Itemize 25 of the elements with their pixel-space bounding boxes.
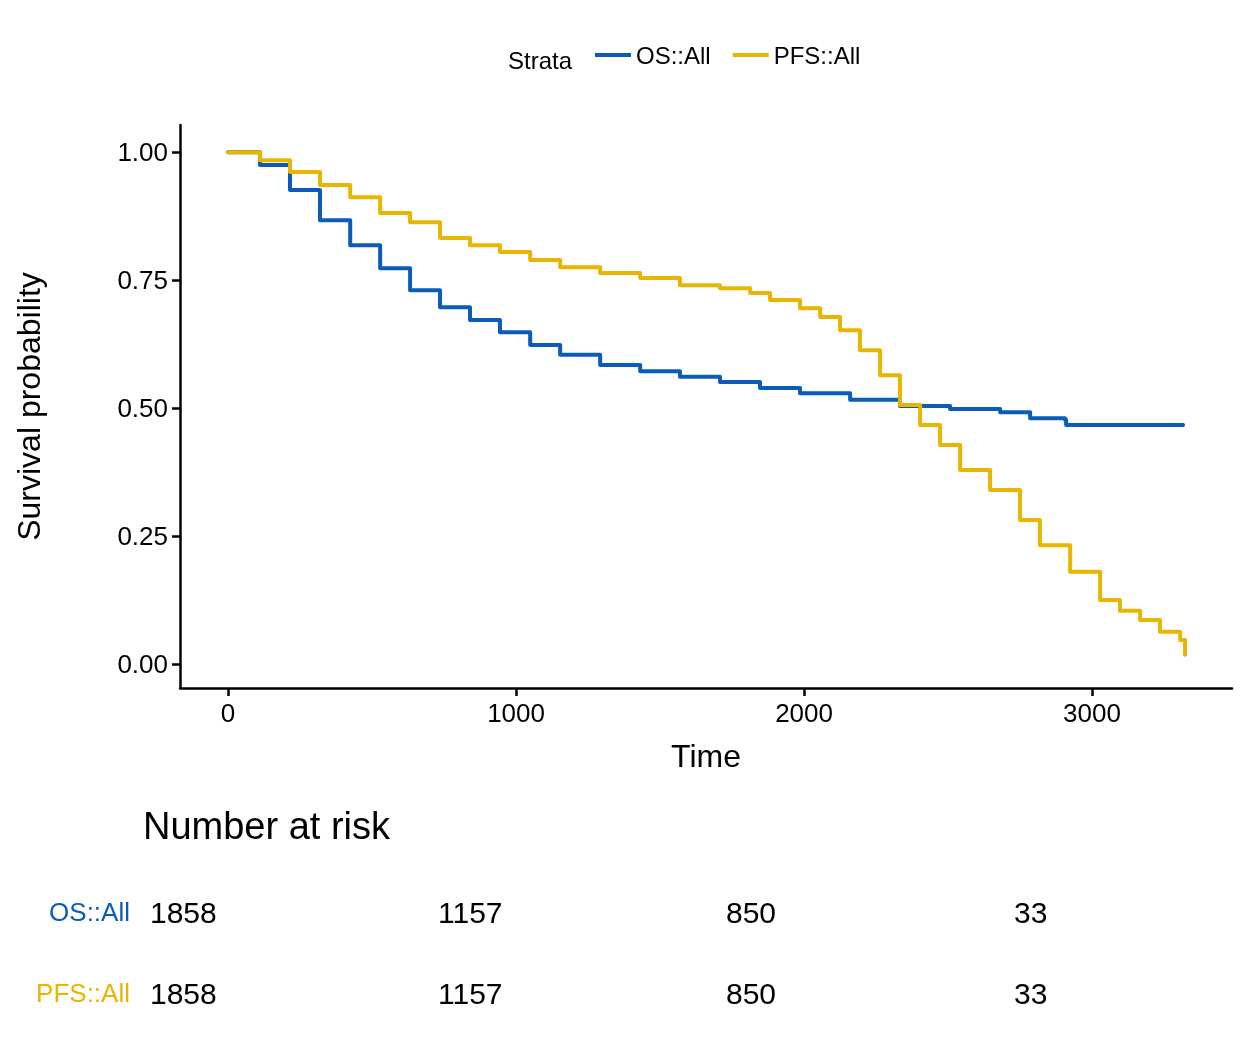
y-tick-label: 0.00 — [117, 648, 168, 679]
text: 1157 — [438, 976, 503, 1010]
x-tick-label: 3000 — [1063, 698, 1121, 728]
legend-label: OS::All — [636, 41, 711, 69]
text: 1858 — [150, 895, 217, 929]
y-axis-title: Survival probability — [11, 272, 47, 541]
text: 850 — [726, 895, 777, 929]
text: 850 — [726, 976, 777, 1010]
legend-title: Strata — [508, 46, 573, 74]
x-tick-label: 2000 — [775, 698, 833, 728]
text: Number at risk — [143, 805, 392, 847]
x-axis-title: Time — [671, 738, 741, 774]
text: 1157 — [438, 895, 503, 929]
text: 1858 — [150, 976, 217, 1010]
x-tick-label: 1000 — [487, 698, 545, 728]
legend-label: PFS::All — [773, 41, 861, 69]
y-tick-label: 0.25 — [117, 520, 168, 551]
text: 33 — [1014, 895, 1048, 929]
y-tick-label: 0.75 — [117, 265, 168, 296]
y-tick-label: 1.00 — [117, 137, 168, 168]
text: PFS::All — [36, 978, 130, 1008]
y-tick-label: 0.50 — [117, 393, 168, 424]
text: 33 — [1014, 976, 1048, 1010]
x-tick-label: 0 — [220, 698, 236, 728]
text: OS::All — [49, 897, 130, 927]
